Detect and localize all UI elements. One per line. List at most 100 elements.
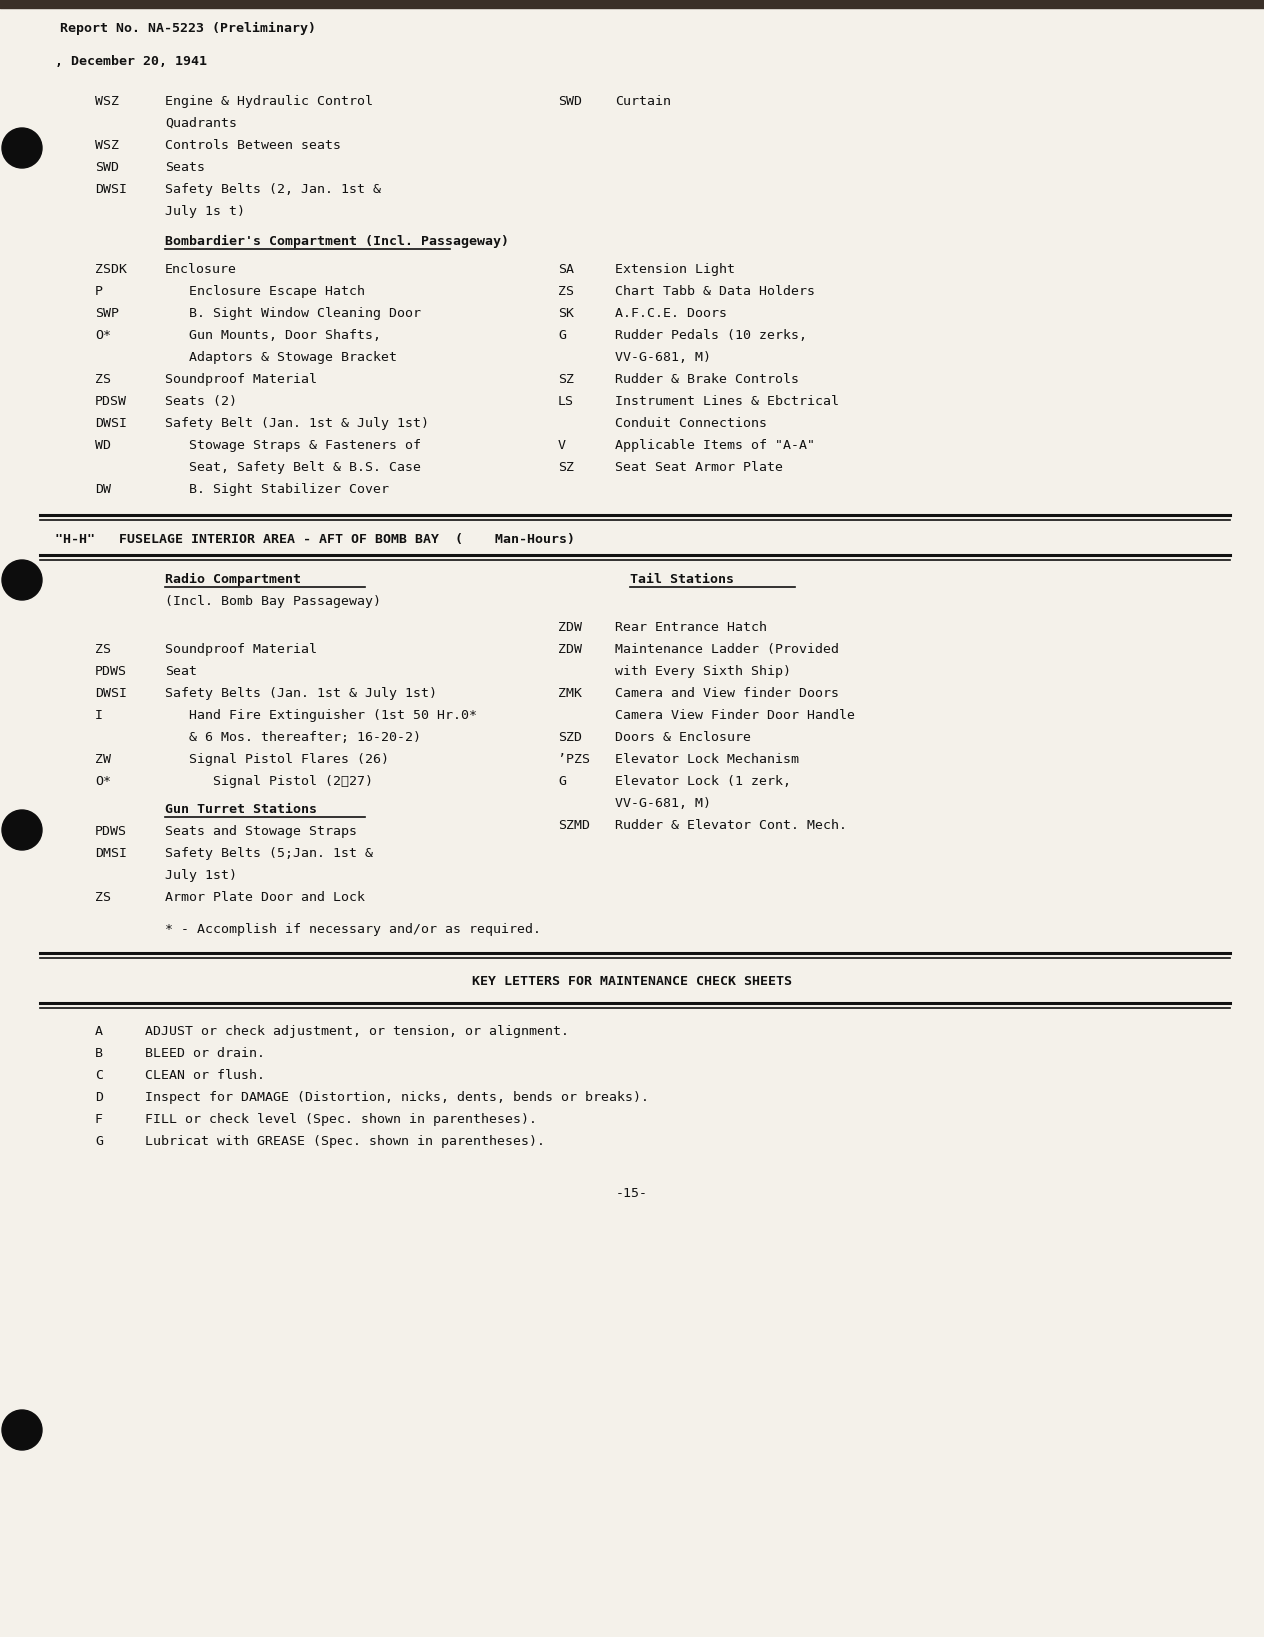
- Text: DWSI: DWSI: [95, 688, 126, 701]
- Text: * - Accomplish if necessary and/or as required.: * - Accomplish if necessary and/or as re…: [166, 923, 541, 936]
- Text: Camera and View finder Doors: Camera and View finder Doors: [616, 688, 839, 701]
- Text: Maintenance Ladder (Provided: Maintenance Ladder (Provided: [616, 643, 839, 656]
- Text: Seats and Stowage Straps: Seats and Stowage Straps: [166, 825, 356, 838]
- Text: -15-: -15-: [616, 1187, 648, 1200]
- Text: Tail Stations: Tail Stations: [629, 573, 734, 586]
- Text: Curtain: Curtain: [616, 95, 671, 108]
- Text: G: G: [95, 1134, 102, 1148]
- Text: I: I: [95, 709, 102, 722]
- Text: ZS: ZS: [95, 643, 111, 656]
- Text: P: P: [95, 285, 102, 298]
- Text: Seats (2): Seats (2): [166, 395, 236, 408]
- Text: ZDW: ZDW: [557, 643, 581, 656]
- Text: SZ: SZ: [557, 462, 574, 475]
- Text: Lubricat with GREASE (Spec. shown in parentheses).: Lubricat with GREASE (Spec. shown in par…: [145, 1134, 545, 1148]
- Text: Rudder Pedals (10 zerks,: Rudder Pedals (10 zerks,: [616, 329, 806, 342]
- Text: Elevator Lock (1 zerk,: Elevator Lock (1 zerk,: [616, 774, 791, 787]
- Text: July 1st): July 1st): [166, 869, 236, 882]
- Text: V: V: [557, 439, 566, 452]
- Text: Quadrants: Quadrants: [166, 116, 236, 129]
- Text: Seat Seat Armor Plate: Seat Seat Armor Plate: [616, 462, 782, 475]
- Text: D: D: [95, 1090, 102, 1103]
- Text: July 1s t): July 1s t): [166, 205, 245, 218]
- Text: ADJUST or check adjustment, or tension, or alignment.: ADJUST or check adjustment, or tension, …: [145, 1025, 569, 1038]
- Text: PDWS: PDWS: [95, 825, 126, 838]
- Text: A.F.C.E. Doors: A.F.C.E. Doors: [616, 308, 727, 319]
- Text: ZDW: ZDW: [557, 620, 581, 634]
- Text: Instrument Lines & Ebctrical: Instrument Lines & Ebctrical: [616, 395, 839, 408]
- Text: ZS: ZS: [557, 285, 574, 298]
- Text: A: A: [95, 1025, 102, 1038]
- Text: with Every Sixth Ship): with Every Sixth Ship): [616, 665, 791, 678]
- Text: O*: O*: [95, 329, 111, 342]
- Text: SWP: SWP: [95, 308, 119, 319]
- Text: Rudder & Brake Controls: Rudder & Brake Controls: [616, 373, 799, 386]
- Text: Safety Belts (Jan. 1st & July 1st): Safety Belts (Jan. 1st & July 1st): [166, 688, 437, 701]
- Text: SZ: SZ: [557, 373, 574, 386]
- Text: WSZ: WSZ: [95, 95, 119, 108]
- Text: ’PZS: ’PZS: [557, 753, 590, 766]
- Text: Extension Light: Extension Light: [616, 264, 734, 277]
- Text: FILL or check level (Spec. shown in parentheses).: FILL or check level (Spec. shown in pare…: [145, 1113, 537, 1126]
- Text: SWD: SWD: [557, 95, 581, 108]
- Text: SK: SK: [557, 308, 574, 319]
- Text: Soundproof Material: Soundproof Material: [166, 373, 317, 386]
- Text: & 6 Mos. thereafter; 16-20-2): & 6 Mos. thereafter; 16-20-2): [166, 732, 421, 743]
- Text: DWSI: DWSI: [95, 417, 126, 431]
- Text: Report No. NA-5223 (Preliminary): Report No. NA-5223 (Preliminary): [59, 21, 316, 34]
- Text: G: G: [557, 329, 566, 342]
- Text: Gun Turret Stations: Gun Turret Stations: [166, 804, 317, 815]
- Text: Safety Belts (5;Jan. 1st &: Safety Belts (5;Jan. 1st &: [166, 846, 373, 859]
- Circle shape: [3, 560, 42, 601]
- Text: SZD: SZD: [557, 732, 581, 743]
- Text: Adaptors & Stowage Bracket: Adaptors & Stowage Bracket: [166, 350, 397, 363]
- Text: Applicable Items of "A-A": Applicable Items of "A-A": [616, 439, 815, 452]
- Text: Stowage Straps & Fasteners of: Stowage Straps & Fasteners of: [166, 439, 421, 452]
- Text: Seats: Seats: [166, 160, 205, 174]
- Text: BLEED or drain.: BLEED or drain.: [145, 1048, 265, 1061]
- Text: Rudder & Elevator Cont. Mech.: Rudder & Elevator Cont. Mech.: [616, 818, 847, 832]
- Text: F: F: [95, 1113, 102, 1126]
- Circle shape: [3, 1409, 42, 1450]
- Text: PDSW: PDSW: [95, 395, 126, 408]
- Text: B. Sight Window Cleaning Door: B. Sight Window Cleaning Door: [166, 308, 421, 319]
- Text: SA: SA: [557, 264, 574, 277]
- Text: ZS: ZS: [95, 891, 111, 904]
- Text: SWD: SWD: [95, 160, 119, 174]
- Circle shape: [3, 128, 42, 169]
- Text: PDWS: PDWS: [95, 665, 126, 678]
- Text: Gun Mounts, Door Shafts,: Gun Mounts, Door Shafts,: [166, 329, 380, 342]
- Text: Seat, Safety Belt & B.S. Case: Seat, Safety Belt & B.S. Case: [166, 462, 421, 475]
- Text: CLEAN or flush.: CLEAN or flush.: [145, 1069, 265, 1082]
- Text: Rear Entrance Hatch: Rear Entrance Hatch: [616, 620, 767, 634]
- Text: WSZ: WSZ: [95, 139, 119, 152]
- Text: Radio Compartment: Radio Compartment: [166, 573, 301, 586]
- Text: Signal Pistol (2‧27): Signal Pistol (2‧27): [166, 774, 373, 787]
- Text: SZMD: SZMD: [557, 818, 590, 832]
- Text: (Incl. Bomb Bay Passageway): (Incl. Bomb Bay Passageway): [166, 594, 380, 607]
- Text: DW: DW: [95, 483, 111, 496]
- Text: B: B: [95, 1048, 102, 1061]
- Text: , December 20, 1941: , December 20, 1941: [56, 56, 207, 69]
- Text: DWSI: DWSI: [95, 183, 126, 196]
- Text: VV-G-681, M): VV-G-681, M): [616, 797, 710, 810]
- Text: Camera View Finder Door Handle: Camera View Finder Door Handle: [616, 709, 854, 722]
- Text: Bombardier's Compartment (Incl. Passageway): Bombardier's Compartment (Incl. Passagew…: [166, 236, 509, 249]
- Text: Enclosure Escape Hatch: Enclosure Escape Hatch: [166, 285, 365, 298]
- Text: Inspect for DAMAGE (Distortion, nicks, dents, bends or breaks).: Inspect for DAMAGE (Distortion, nicks, d…: [145, 1090, 648, 1103]
- Text: KEY LETTERS FOR MAINTENANCE CHECK SHEETS: KEY LETTERS FOR MAINTENANCE CHECK SHEETS: [471, 976, 793, 989]
- Text: ZS: ZS: [95, 373, 111, 386]
- Text: Safety Belt (Jan. 1st & July 1st): Safety Belt (Jan. 1st & July 1st): [166, 417, 428, 431]
- Text: WD: WD: [95, 439, 111, 452]
- Text: DMSI: DMSI: [95, 846, 126, 859]
- Text: C: C: [95, 1069, 102, 1082]
- Text: Enclosure: Enclosure: [166, 264, 236, 277]
- Text: Controls Between seats: Controls Between seats: [166, 139, 341, 152]
- Text: B. Sight Stabilizer Cover: B. Sight Stabilizer Cover: [166, 483, 389, 496]
- Text: Engine & Hydraulic Control: Engine & Hydraulic Control: [166, 95, 373, 108]
- Text: Signal Pistol Flares (26): Signal Pistol Flares (26): [166, 753, 389, 766]
- Text: Safety Belts (2, Jan. 1st &: Safety Belts (2, Jan. 1st &: [166, 183, 380, 196]
- Text: Chart Tabb & Data Holders: Chart Tabb & Data Holders: [616, 285, 815, 298]
- Text: Doors & Enclosure: Doors & Enclosure: [616, 732, 751, 743]
- Text: LS: LS: [557, 395, 574, 408]
